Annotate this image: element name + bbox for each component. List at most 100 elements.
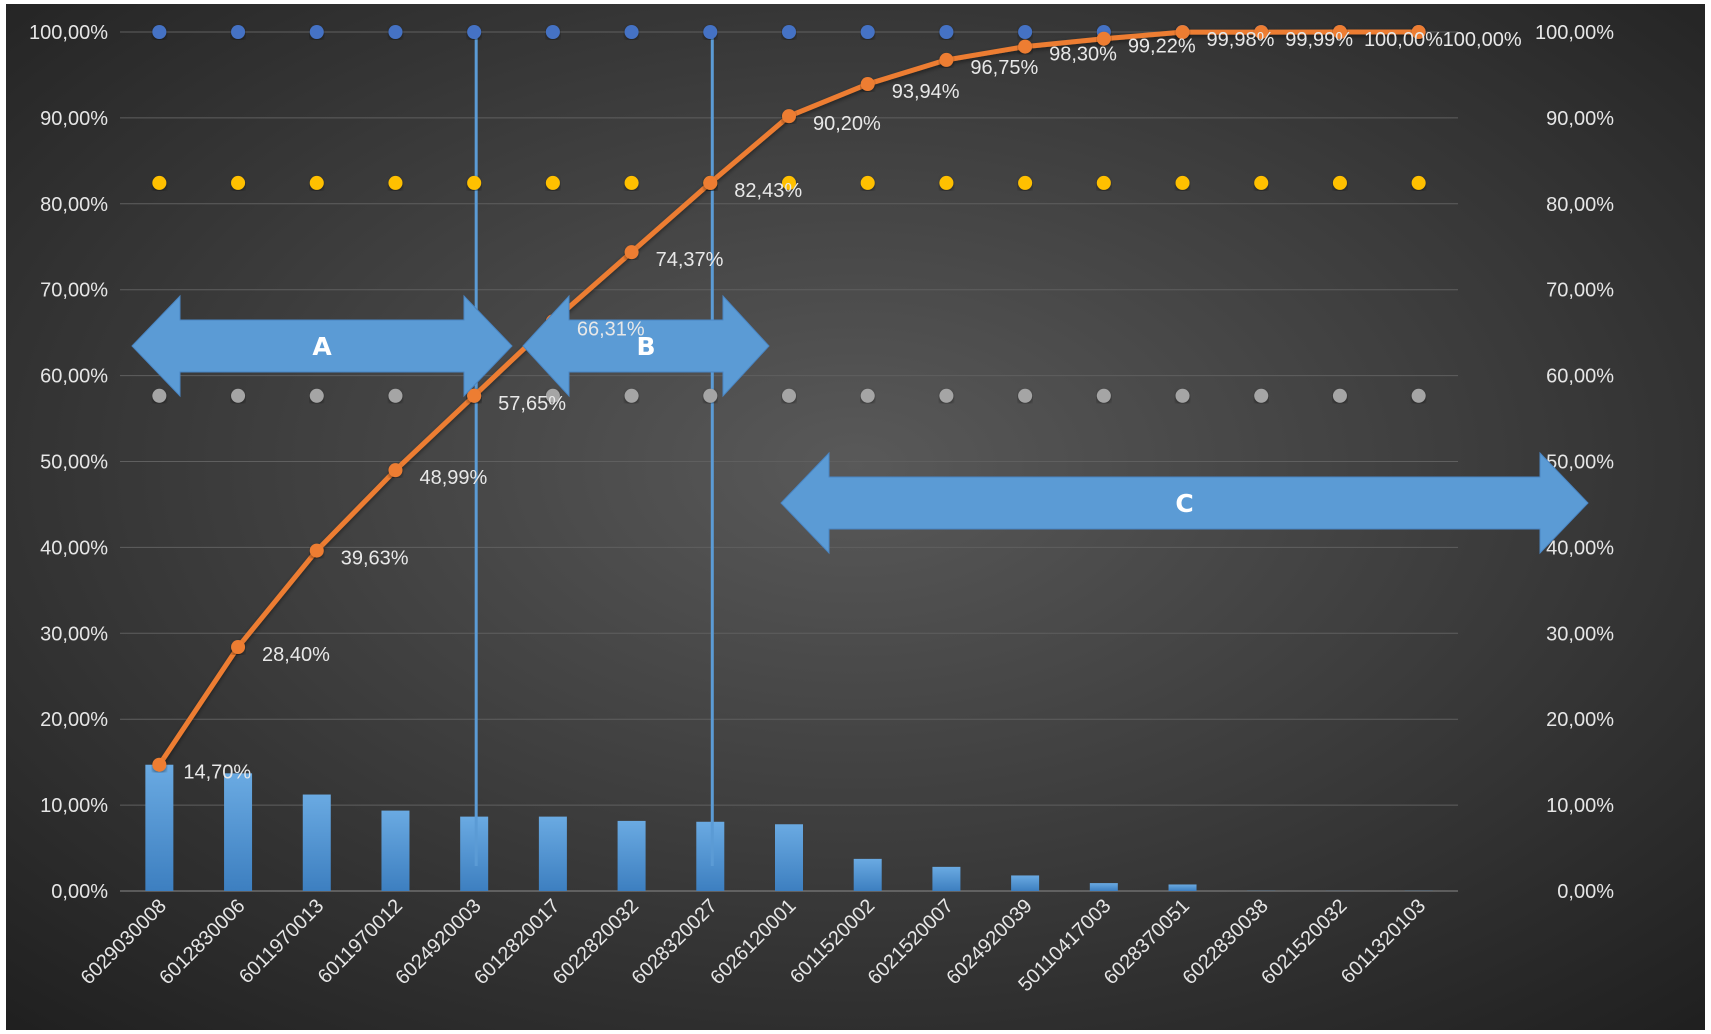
series-b-threshold-marker	[1254, 175, 1269, 190]
y2-tick-label: 0,00%	[1557, 881, 1614, 903]
bar	[302, 794, 331, 891]
y-tick-label: 70,00%	[40, 280, 108, 302]
data-label: 100,00%	[1364, 29, 1443, 51]
series-b-threshold-marker	[1018, 175, 1033, 190]
series-b-threshold-marker	[152, 175, 167, 190]
y2-tick-label: 80,00%	[1546, 194, 1614, 216]
bar	[538, 816, 567, 891]
y-tick-label: 10,00%	[40, 795, 108, 817]
series-100-percent-marker	[1018, 25, 1033, 39]
series-b-threshold-marker	[1332, 175, 1347, 190]
series-a-threshold-marker	[388, 388, 403, 403]
cumulative-marker	[1254, 25, 1269, 40]
series-b-threshold-marker	[309, 175, 324, 190]
zone-arrow-b: B	[522, 294, 770, 398]
bar	[696, 821, 725, 891]
data-label: 90,20%	[813, 113, 881, 135]
series-100-percent-marker	[703, 25, 718, 39]
series-a-threshold-marker	[1175, 388, 1190, 403]
series-b-threshold-marker	[860, 175, 875, 190]
y2-tick-label: 100,00%	[1535, 22, 1614, 44]
series-a-threshold-marker	[1254, 388, 1269, 403]
data-label: 74,37%	[656, 249, 724, 271]
series-b-threshold-marker	[1411, 175, 1426, 190]
zone-arrow-a: A	[131, 294, 513, 398]
cumulative-marker	[388, 463, 403, 478]
bar	[853, 858, 882, 891]
zone-arrow-c-shape	[780, 451, 1589, 555]
bar	[145, 764, 174, 891]
series-100-percent-marker	[152, 25, 167, 39]
series-a-threshold-marker	[309, 388, 324, 403]
cumulative-marker	[1096, 31, 1111, 46]
series-b-threshold-marker	[467, 175, 482, 190]
y-tick-label: 80,00%	[40, 194, 108, 216]
series-b-threshold-marker	[1096, 175, 1111, 190]
series-100-percent-marker	[231, 25, 246, 39]
data-label: 57,65%	[498, 393, 566, 415]
series-100-percent-marker	[939, 25, 954, 39]
data-label: 96,75%	[970, 57, 1038, 79]
series-b-threshold-marker	[1175, 175, 1190, 190]
zone-arrow-c: C	[780, 451, 1589, 555]
y2-tick-label: 20,00%	[1546, 709, 1614, 731]
bar	[775, 824, 803, 891]
data-label: 93,94%	[892, 81, 960, 103]
y2-tick-label: 70,00%	[1546, 280, 1614, 302]
y-tick-label: 40,00%	[40, 537, 108, 559]
series-a-threshold	[152, 388, 1426, 403]
series-100-percent-marker	[782, 25, 796, 39]
series-a-threshold-marker	[624, 388, 639, 403]
cumulative-marker	[1018, 39, 1033, 54]
bar	[932, 866, 961, 891]
data-label: 82,43%	[734, 180, 802, 202]
cumulative-marker	[467, 388, 482, 403]
series-a-threshold-marker	[1411, 388, 1426, 403]
zone-arrow-a-shape	[131, 294, 513, 398]
y2-tick-label: 50,00%	[1546, 452, 1614, 474]
data-label: 14,70%	[183, 762, 251, 784]
data-label: 66,31%	[577, 318, 645, 340]
bar	[460, 816, 489, 891]
series-b-threshold-marker	[388, 175, 403, 190]
data-label: 100,00%	[1443, 29, 1522, 51]
y-tick-label: 90,00%	[40, 108, 108, 130]
data-label: 99,98%	[1207, 29, 1275, 51]
bar	[1168, 884, 1197, 891]
series-b-threshold-marker	[939, 175, 954, 190]
series-100-percent-marker	[309, 25, 324, 39]
cumulative-marker	[703, 175, 718, 190]
cumulative-marker	[860, 77, 875, 92]
y2-tick-label: 60,00%	[1546, 366, 1614, 388]
series-a-threshold-marker	[703, 388, 718, 403]
series-a-threshold-marker	[782, 388, 796, 403]
series-a-threshold-marker	[1018, 388, 1033, 403]
series-b-threshold-marker	[782, 175, 796, 190]
y-tick-label: 20,00%	[40, 709, 108, 731]
series-a-threshold-marker	[231, 388, 246, 403]
series-b-threshold-marker	[624, 175, 639, 190]
zone-arrow-c-label: C	[1175, 489, 1193, 518]
zone-arrow-b-label: B	[636, 332, 655, 361]
cumulative-marker	[939, 52, 954, 67]
bar	[1011, 875, 1040, 891]
data-label: 98,30%	[1049, 44, 1117, 66]
zone-dividers	[474, 32, 714, 866]
series-a-threshold-marker	[1096, 388, 1111, 403]
y2-tick-label: 30,00%	[1546, 623, 1614, 645]
series-100-percent-marker	[624, 25, 639, 39]
data-label: 48,99%	[419, 467, 487, 489]
cumulative-marker	[782, 109, 796, 124]
series-b-threshold-marker	[231, 175, 246, 190]
bar	[224, 773, 253, 891]
series-100-percent-marker	[860, 25, 875, 39]
y2-tick-label: 40,00%	[1546, 537, 1614, 559]
y-tick-label: 50,00%	[40, 452, 108, 474]
data-label: 99,22%	[1128, 36, 1196, 58]
cumulative-marker	[231, 640, 246, 655]
series-a-threshold-marker	[860, 388, 875, 403]
series-a-threshold-marker	[1332, 388, 1347, 403]
cumulative-marker	[1411, 25, 1426, 39]
